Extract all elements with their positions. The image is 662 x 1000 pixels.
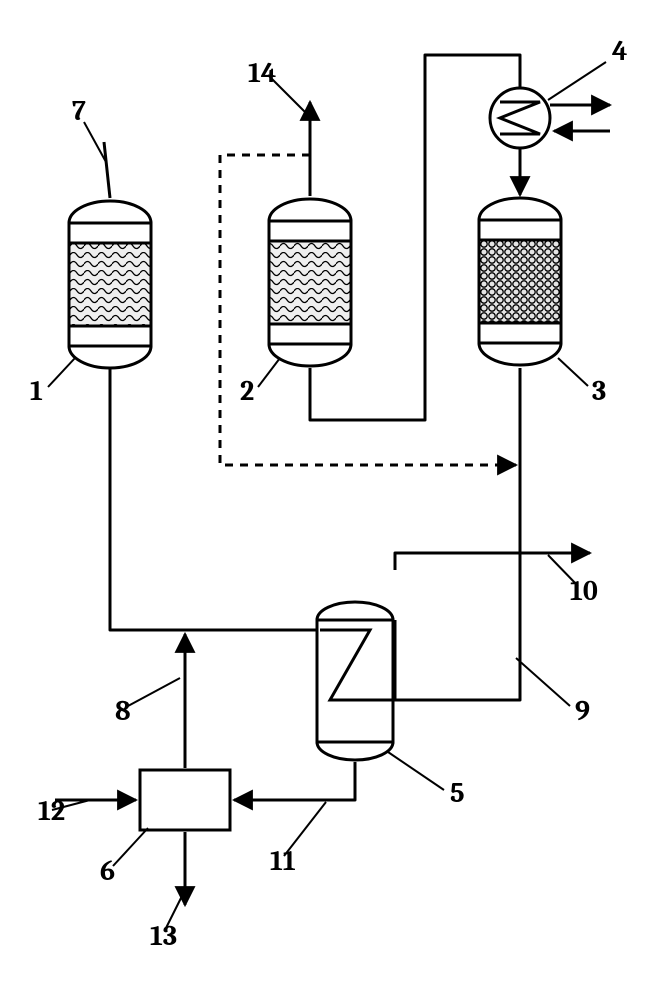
label-13: 13 [150,920,177,952]
leader-1 [48,358,75,387]
vessel-1 [69,201,151,368]
leader-2 [258,358,280,387]
label-1: 1 [30,375,43,407]
vessel-3 [479,198,561,365]
process-flow-diagram: 1 2 3 4 5 6 7 8 9 10 11 12 13 14 [0,0,662,1000]
label-4: 4 [612,35,627,67]
leader-8 [128,678,180,706]
label-8: 8 [115,695,131,727]
stream-7 [104,142,110,198]
leader-3 [558,358,588,386]
label-3: 3 [592,375,606,407]
label-6: 6 [100,855,115,887]
label-7: 7 [72,95,86,127]
separator-5 [317,602,395,760]
labels: 1 2 3 4 5 6 7 8 9 10 11 12 13 14 [30,35,627,952]
label-2: 2 [240,375,254,407]
condenser-4 [490,88,550,148]
stream-11 [234,762,355,800]
label-11: 11 [270,845,296,877]
leader-4 [548,62,606,100]
stream-v1-to-sep-coil [110,368,320,630]
label-5: 5 [450,777,465,809]
label-10: 10 [570,575,598,607]
leader-5 [388,752,444,790]
leader-7 [84,122,106,162]
label-14: 14 [248,57,276,89]
label-9: 9 [575,695,590,727]
vessel-2 [269,199,351,366]
leader-9 [516,658,570,706]
mix-box-6 [140,770,230,830]
label-12: 12 [38,795,65,827]
leader-6 [113,828,148,866]
